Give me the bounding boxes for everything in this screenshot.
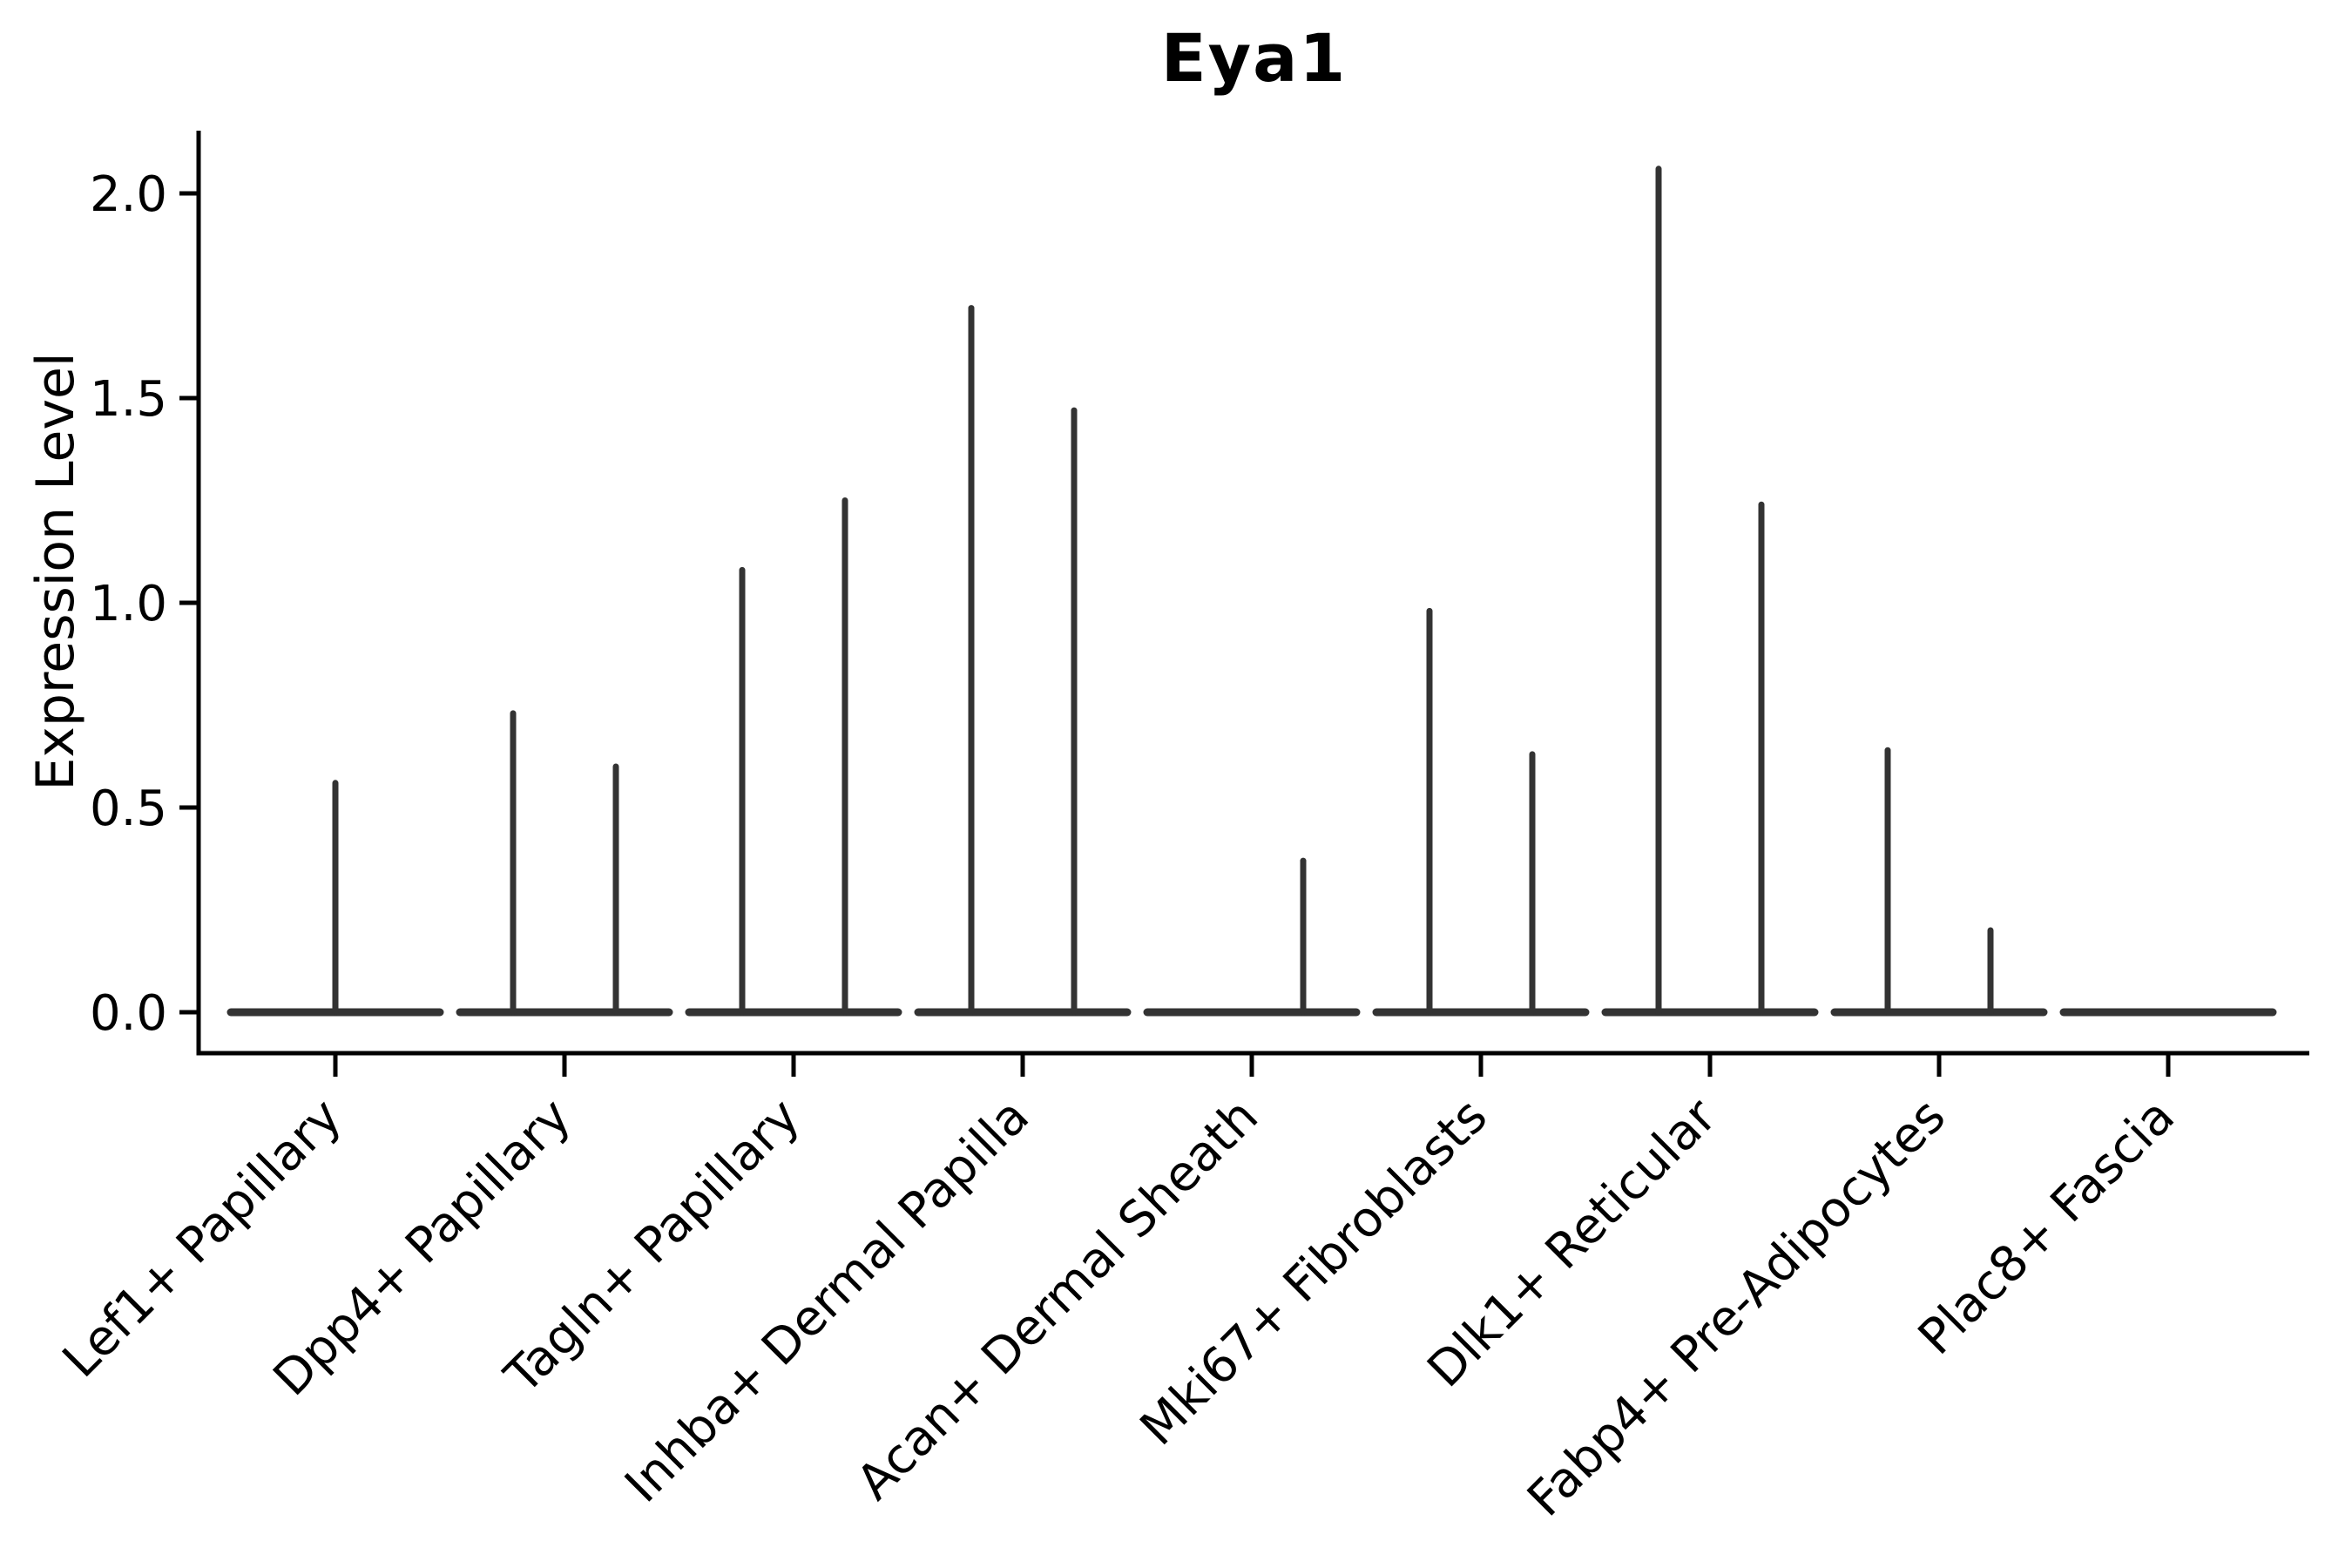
y-tick-label: 0.0: [90, 985, 167, 1042]
chart-title: Eya1: [1160, 19, 1348, 97]
x-tick-label: Inhba+ Dermal Papilla: [614, 1088, 1040, 1514]
y-tick-label: 0.5: [90, 781, 167, 837]
y-tick-label: 2.0: [90, 166, 167, 223]
x-tick-label: Fabp4+ Pre-Adipocytes: [1517, 1088, 1957, 1528]
y-tick-label: 1.5: [90, 371, 167, 428]
y-tick-label: 1.0: [90, 576, 167, 632]
x-tick-label: Acan+ Dermal Sheath: [846, 1088, 1269, 1511]
